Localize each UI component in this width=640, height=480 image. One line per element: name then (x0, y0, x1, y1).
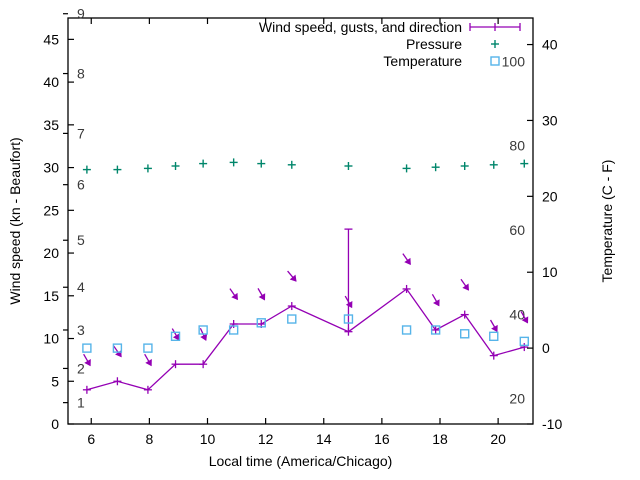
wind-direction-arrow (345, 300, 353, 309)
y2-tick-label: 10 (542, 264, 558, 280)
y-tick-label: 35 (43, 117, 59, 133)
beaufort-label: 5 (77, 232, 85, 248)
temperature-marker (112, 343, 123, 353)
wind-direction-arrow (289, 274, 297, 282)
x-tick-label: 6 (87, 431, 95, 447)
y-tick-label: 30 (43, 160, 59, 176)
y-axis-title: Wind speed (kn - Beaufort) (7, 137, 23, 304)
x-tick-label: 12 (258, 431, 274, 447)
y-tick-label: 45 (43, 31, 59, 47)
y-tick-label: 40 (43, 74, 59, 90)
fahrenheit-label: 40 (509, 306, 525, 322)
temperature-marker (228, 325, 239, 335)
x-tick-label: 20 (490, 431, 506, 447)
beaufort-label: 4 (77, 279, 85, 295)
wind-direction-arrow (200, 333, 208, 341)
y2-axis-title: Temperature (C - F) (599, 160, 615, 283)
temperature-marker (82, 343, 92, 353)
beaufort-label: 6 (77, 177, 85, 193)
x-tick-label: 8 (145, 431, 153, 447)
temperature-marker (287, 314, 297, 324)
y-tick-label: 15 (43, 288, 59, 304)
legend-label-0: Wind speed, gusts, and direction (259, 19, 462, 35)
y-tick-label: 5 (51, 373, 59, 389)
fahrenheit-label: 80 (509, 138, 525, 154)
x-tick-label: 10 (200, 431, 216, 447)
temperature-marker (401, 325, 412, 335)
temperature-marker (198, 325, 208, 335)
wind-direction-arrow (462, 283, 469, 291)
wind-direction-arrow (231, 292, 238, 301)
temperature-marker (430, 325, 441, 335)
temperature-marker (343, 314, 354, 324)
plot-frame (67, 17, 534, 425)
fahrenheit-label: 100 (502, 53, 526, 69)
y-tick-label: 0 (51, 416, 59, 432)
y2-tick-label: 40 (542, 37, 558, 53)
temperature-marker (256, 318, 266, 328)
wind-direction-arrow (145, 359, 152, 367)
beaufort-label: 8 (77, 66, 85, 82)
wind-direction-arrow (433, 299, 440, 307)
beaufort-label: 3 (77, 322, 85, 338)
wind-direction-arrow (404, 257, 411, 266)
y2-tick-label: 0 (542, 340, 550, 356)
x-tick-label: 16 (374, 431, 390, 447)
y2-tick-label: 30 (542, 112, 558, 128)
beaufort-label: 7 (77, 125, 85, 141)
beaufort-label: 1 (77, 395, 85, 411)
beaufort-label: 2 (77, 360, 85, 376)
wind-direction-arrow (84, 359, 91, 367)
temperature-marker (460, 329, 470, 339)
temperature-marker (519, 336, 529, 347)
temperature-marker (489, 331, 499, 342)
wind-direction-arrow (258, 293, 266, 301)
y2-tick-label: 20 (542, 188, 558, 204)
wind-direction-arrow (491, 324, 498, 333)
temperature-marker (170, 331, 181, 342)
wind-direction-arrow (521, 316, 529, 324)
fahrenheit-label: 60 (509, 222, 525, 238)
x-tick-label: 18 (432, 431, 448, 447)
wind-speed-line (86, 288, 525, 391)
fahrenheit-label: 20 (509, 391, 525, 407)
x-tick-label: 14 (316, 431, 332, 447)
y-tick-label: 25 (43, 202, 59, 218)
legend-label-2: Temperature (383, 53, 462, 69)
y-tick-label: 10 (43, 331, 59, 347)
legend-label-1: Pressure (406, 36, 462, 52)
legend-marker-temperature (490, 56, 500, 66)
beaufort-label: 9 (77, 6, 85, 22)
x-axis-title: Local time (America/Chicago) (209, 453, 393, 469)
y-tick-label: 20 (43, 245, 59, 261)
temperature-marker (143, 343, 153, 353)
y2-tick-label: -10 (542, 416, 562, 432)
